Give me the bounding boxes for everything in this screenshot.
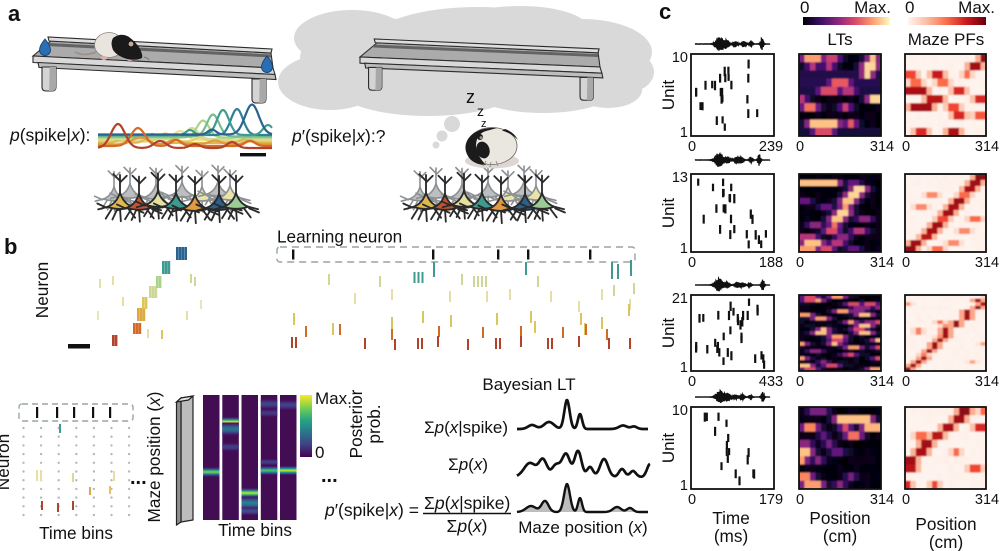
svg-text:Maze position (x): Maze position (x) — [144, 392, 164, 523]
svg-text:Neuron: Neuron — [32, 262, 52, 318]
svg-text:p(spike|x):: p(spike|x): — [9, 125, 90, 145]
svg-text:0: 0 — [902, 139, 910, 155]
svg-text:Bayesian LT: Bayesian LT — [482, 375, 575, 394]
svg-text:0: 0 — [800, 0, 809, 17]
svg-text:p′(spike|x):?: p′(spike|x):? — [291, 126, 386, 146]
svg-text:0: 0 — [688, 374, 696, 390]
svg-text:z: z — [481, 118, 487, 130]
svg-text:prob.: prob. — [364, 404, 384, 443]
svg-text:Σp(x): Σp(x) — [447, 516, 488, 536]
svg-text:0: 0 — [902, 492, 910, 508]
svg-text:1: 1 — [680, 478, 688, 494]
svg-text:314: 314 — [870, 255, 894, 271]
svg-text:a: a — [8, 1, 21, 26]
svg-text:10: 10 — [672, 50, 688, 66]
svg-text:z: z — [477, 103, 484, 119]
svg-text:0: 0 — [796, 374, 804, 390]
svg-text:Time bins: Time bins — [39, 523, 113, 543]
svg-text:1: 1 — [680, 360, 688, 376]
svg-text:Σp(x|spike): Σp(x|spike) — [424, 493, 510, 513]
svg-text:314: 314 — [870, 374, 894, 390]
svg-text:Learning neuron: Learning neuron — [277, 227, 402, 247]
svg-text:(cm): (cm) — [823, 526, 857, 546]
svg-text:Maze PFs: Maze PFs — [908, 30, 985, 49]
svg-text:b: b — [4, 234, 17, 259]
svg-text:Posterior: Posterior — [346, 389, 366, 458]
svg-text:0: 0 — [315, 443, 324, 462]
svg-text:1: 1 — [680, 241, 688, 257]
svg-text:Max.: Max. — [315, 389, 352, 408]
svg-text:Position: Position — [809, 508, 870, 528]
svg-text:0: 0 — [902, 255, 910, 271]
svg-text:179: 179 — [759, 492, 783, 508]
svg-text:...: ... — [130, 467, 147, 489]
svg-text:433: 433 — [759, 374, 783, 390]
svg-text:Unit: Unit — [659, 198, 678, 229]
svg-text:LTs: LTs — [827, 30, 852, 49]
svg-text:239: 239 — [759, 139, 783, 155]
svg-text:z: z — [466, 87, 475, 107]
svg-text:0: 0 — [902, 374, 910, 390]
svg-text:Max.: Max. — [958, 0, 995, 17]
svg-text:0: 0 — [905, 0, 914, 17]
svg-text:21: 21 — [672, 291, 688, 307]
svg-text:Unit: Unit — [659, 318, 678, 349]
svg-text:Time: Time — [712, 508, 750, 528]
svg-text:0: 0 — [796, 255, 804, 271]
svg-text:314: 314 — [870, 139, 894, 155]
svg-text:314: 314 — [975, 255, 999, 271]
svg-text:(ms): (ms) — [714, 526, 748, 546]
svg-text:(cm): (cm) — [929, 532, 963, 551]
svg-text:Unit: Unit — [659, 433, 678, 464]
svg-text:0: 0 — [688, 139, 696, 155]
svg-text:0: 0 — [796, 139, 804, 155]
svg-text:10: 10 — [672, 403, 688, 419]
svg-text:c: c — [659, 0, 671, 24]
svg-text:188: 188 — [759, 255, 783, 271]
svg-text:13: 13 — [672, 170, 688, 186]
svg-text:Maze position (x): Maze position (x) — [518, 518, 647, 537]
svg-text:Position: Position — [915, 514, 976, 534]
svg-text:p′(spike|x) =: p′(spike|x) = — [324, 500, 419, 520]
svg-text:1: 1 — [680, 125, 688, 141]
svg-text:...: ... — [321, 465, 338, 487]
svg-text:314: 314 — [975, 374, 999, 390]
svg-text:0: 0 — [688, 492, 696, 508]
svg-text:Σp(x): Σp(x) — [448, 455, 488, 474]
svg-text:0: 0 — [688, 255, 696, 271]
svg-text:Time bins: Time bins — [218, 520, 292, 540]
svg-text:Max.: Max. — [854, 0, 891, 17]
svg-text:Σp(x|spike): Σp(x|spike) — [424, 418, 508, 437]
svg-text:314: 314 — [975, 139, 999, 155]
svg-text:Neuron: Neuron — [0, 434, 13, 490]
svg-text:314: 314 — [975, 492, 999, 508]
svg-text:0: 0 — [796, 492, 804, 508]
svg-text:314: 314 — [870, 492, 894, 508]
svg-text:Unit: Unit — [659, 80, 678, 111]
